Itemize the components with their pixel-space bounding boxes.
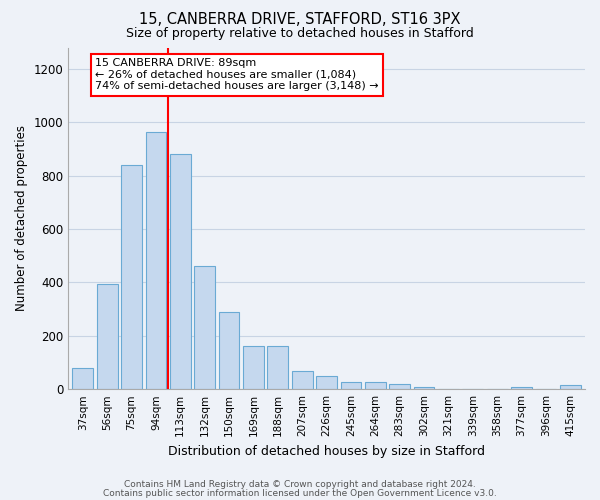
Text: 15, CANBERRA DRIVE, STAFFORD, ST16 3PX: 15, CANBERRA DRIVE, STAFFORD, ST16 3PX — [139, 12, 461, 28]
Y-axis label: Number of detached properties: Number of detached properties — [15, 126, 28, 312]
Bar — [170, 154, 191, 389]
Bar — [511, 386, 532, 389]
Bar — [97, 284, 118, 389]
Bar — [219, 312, 239, 389]
Bar — [316, 376, 337, 389]
Text: 15 CANBERRA DRIVE: 89sqm
← 26% of detached houses are smaller (1,084)
74% of sem: 15 CANBERRA DRIVE: 89sqm ← 26% of detach… — [95, 58, 379, 92]
Text: Contains public sector information licensed under the Open Government Licence v3: Contains public sector information licen… — [103, 488, 497, 498]
Bar — [121, 165, 142, 389]
Text: Size of property relative to detached houses in Stafford: Size of property relative to detached ho… — [126, 28, 474, 40]
Bar — [73, 368, 93, 389]
Bar — [268, 346, 288, 389]
Bar — [243, 346, 264, 389]
Bar — [365, 382, 386, 389]
Bar — [146, 132, 166, 389]
Bar — [341, 382, 361, 389]
Text: Contains HM Land Registry data © Crown copyright and database right 2024.: Contains HM Land Registry data © Crown c… — [124, 480, 476, 489]
Bar — [194, 266, 215, 389]
Bar — [414, 386, 434, 389]
Bar — [292, 371, 313, 389]
X-axis label: Distribution of detached houses by size in Stafford: Distribution of detached houses by size … — [168, 444, 485, 458]
Bar — [560, 385, 581, 389]
Bar — [389, 384, 410, 389]
